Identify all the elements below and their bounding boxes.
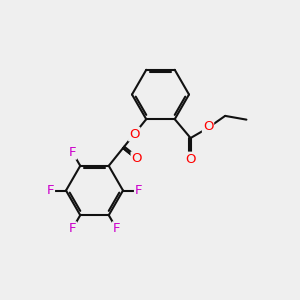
Text: O: O xyxy=(185,152,196,166)
Text: O: O xyxy=(203,120,213,133)
Text: F: F xyxy=(47,184,54,197)
Text: F: F xyxy=(69,222,76,235)
Text: F: F xyxy=(113,222,120,235)
Text: O: O xyxy=(129,128,140,141)
Text: F: F xyxy=(69,146,76,159)
Text: F: F xyxy=(135,184,142,197)
Text: O: O xyxy=(131,152,142,165)
